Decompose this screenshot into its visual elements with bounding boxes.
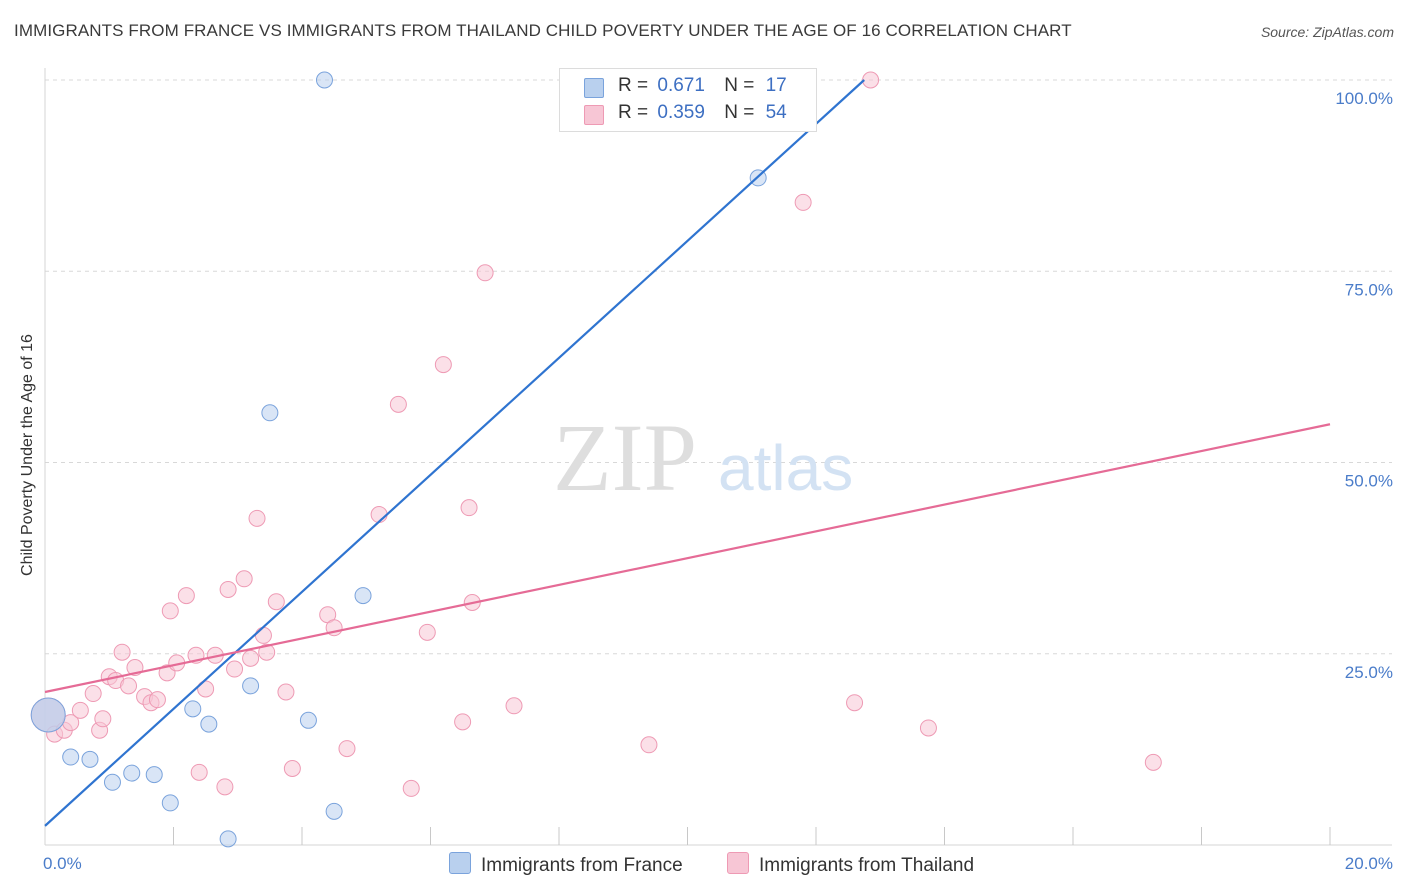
thailand-point-21 [190,763,208,781]
thailand-n-label: N = [724,102,755,123]
france-point-4 [123,764,141,782]
thailand-legend-swatch [727,852,749,874]
france-point-13 [325,802,343,820]
thailand-point-27 [235,570,253,588]
thailand-point-7 [94,710,112,728]
france-point-14 [354,587,372,605]
france-swatch [584,78,604,98]
thailand-point-17 [161,602,179,620]
thailand-point-37 [338,740,356,758]
france-legend-label: Immigrants from France [481,855,683,876]
france-point-7 [184,700,202,718]
y-tick-label-25: 25.0% [1345,663,1393,682]
france-r-label: R = [618,75,649,96]
grid-lines [45,79,1392,655]
tick-labels: 25.0% 50.0% 75.0% 100.0% 0.0% 20.0% [43,89,1393,873]
france-point-6 [161,794,179,812]
thailand-swatch [584,105,604,125]
thailand-point-40 [402,779,420,797]
thailand-point-53 [1144,753,1162,771]
thailand-point-33 [277,683,295,701]
thailand-point-24 [216,778,234,796]
france-point-0 [30,697,66,733]
trend-lines [44,79,1331,827]
france-point-2 [81,750,99,768]
france-point-11 [261,404,279,422]
france-point-9 [219,830,237,848]
france-point-10 [242,677,260,695]
thailand-point-10 [113,643,131,661]
thailand-point-52 [919,719,937,737]
thailand-r-value: 0.359 [657,102,705,123]
thailand-point-29 [248,509,266,527]
source-label: Source: ZipAtlas.com [1260,24,1394,40]
x-tick-label-min: 0.0% [43,854,82,873]
legend-row-thailand: R = 0.359 N = 54 [584,102,787,125]
thailand-point-32 [267,593,285,611]
france-n-value: 17 [765,75,787,96]
thailand-point-38 [370,506,388,524]
france-trend-line [44,79,865,827]
thailand-point-39 [389,395,407,413]
thailand-legend-label: Immigrants from Thailand [759,855,975,876]
thailand-point-4 [71,701,89,719]
thailand-point-42 [434,356,452,374]
watermark-zip: ZIP [553,404,697,511]
thailand-point-51 [846,694,864,712]
thailand-trend-line [44,423,1331,694]
x-tick-label-max: 20.0% [1345,854,1393,873]
france-point-1 [62,748,80,766]
y-tick-label-100: 100.0% [1335,89,1393,108]
thailand-r-label: R = [618,102,649,123]
thailand-point-26 [226,660,244,678]
legend-item-thailand: Immigrants from Thailand [727,852,974,877]
chart-title: IMMIGRANTS FROM FRANCE VS IMMIGRANTS FRO… [14,21,1072,40]
y-tick-label-50: 50.0% [1345,472,1393,491]
thailand-point-41 [418,623,436,641]
france-r-value: 0.671 [657,75,705,96]
france-n-label: N = [724,75,755,96]
thailand-point-49 [794,193,812,211]
thailand-n-value: 54 [765,102,787,123]
france-point-12 [299,711,317,729]
thailand-point-46 [476,264,494,282]
data-points [30,71,1162,848]
france-legend-swatch [449,852,471,874]
watermark-atlas: atlas [718,432,853,504]
thailand-point-15 [148,691,166,709]
thailand-point-34 [283,760,301,777]
thailand-point-31 [258,643,276,661]
france-point-8 [200,715,218,733]
thailand-point-25 [219,580,237,598]
thailand-point-30 [254,626,272,644]
correlation-legend: R = 0.671 N = 17 R = 0.359 N = 54 [559,68,817,132]
france-point-3 [103,773,121,791]
y-tick-label-75: 75.0% [1345,280,1393,299]
thailand-point-44 [460,499,478,517]
thailand-point-5 [84,685,102,703]
thailand-point-43 [454,713,472,731]
thailand-point-19 [177,587,195,605]
france-point-15 [315,71,333,89]
thailand-point-28 [242,649,260,667]
legend-row-france: R = 0.671 N = 17 [584,75,787,98]
thailand-point-48 [640,736,658,754]
thailand-point-50 [862,71,880,89]
thailand-point-47 [505,697,523,715]
thailand-point-11 [120,677,138,695]
france-point-5 [145,766,163,784]
legend-item-france: Immigrants from France [449,852,683,877]
